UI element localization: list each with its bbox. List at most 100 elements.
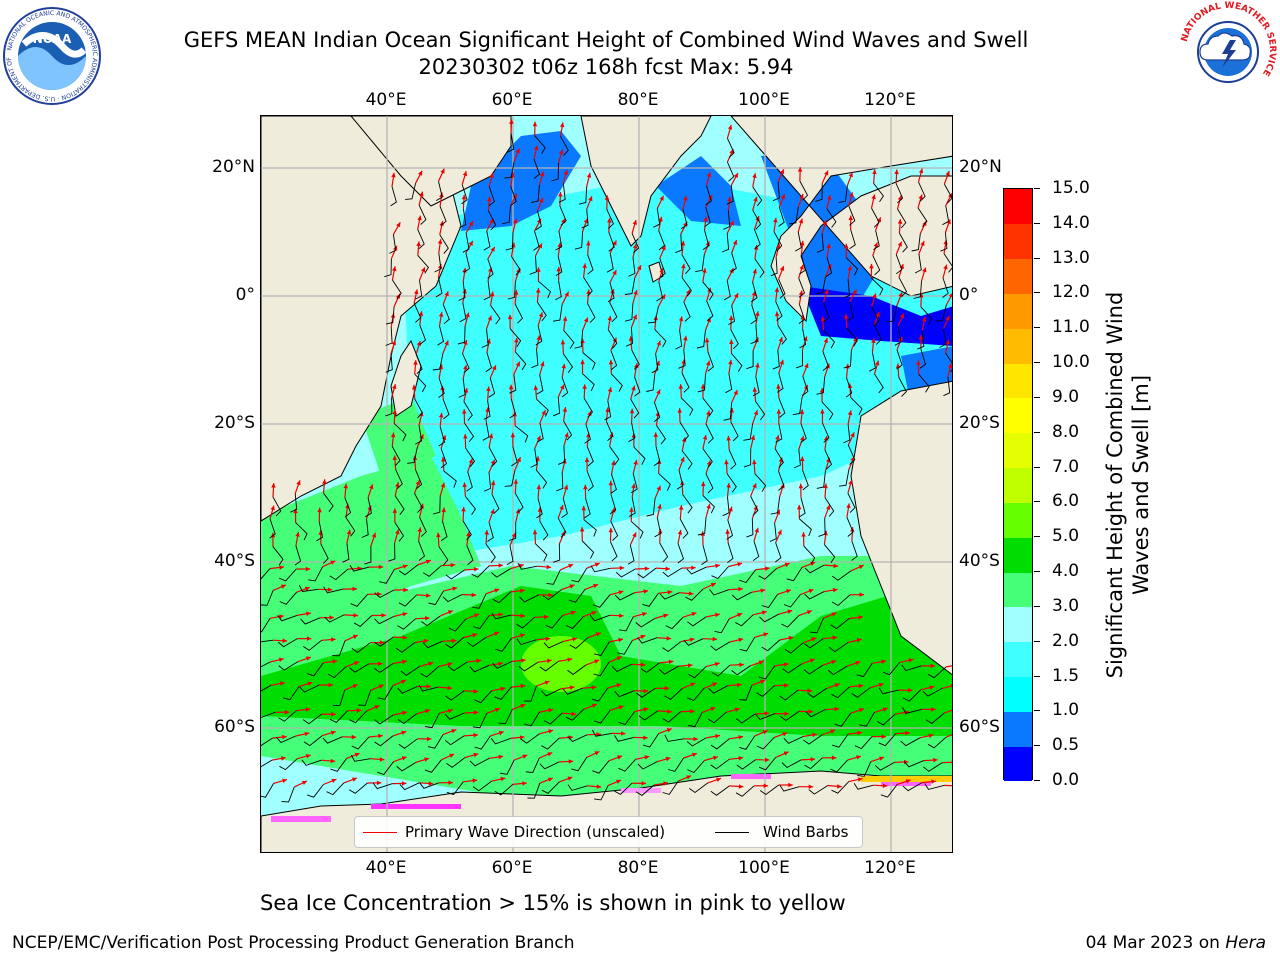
wave-arrow-head	[807, 688, 813, 693]
wind-barb	[261, 783, 274, 798]
wind-barb	[553, 304, 563, 322]
wind-barb	[584, 423, 591, 444]
wind-barb	[743, 423, 754, 441]
wind-barb	[687, 688, 705, 702]
wave-arrow-head	[270, 505, 275, 511]
wind-barb	[824, 497, 835, 517]
wind-barb	[516, 638, 537, 646]
wave-arrow-head	[492, 365, 497, 371]
wind-barb	[739, 569, 757, 584]
wind-barb	[458, 281, 466, 301]
wave-arrow-head	[548, 708, 554, 713]
wind-barb	[524, 711, 540, 727]
wind-barb	[397, 713, 417, 725]
lon-label-top: 40°E	[365, 90, 407, 110]
lat-label-right: 40°S	[959, 551, 1000, 571]
wind-barb	[783, 594, 801, 608]
wind-barb	[592, 760, 610, 774]
wind-barb	[422, 565, 442, 577]
wind-barb	[439, 234, 449, 254]
svg-text:NOAA: NOAA	[33, 32, 72, 46]
wave-arrow-head	[377, 591, 382, 597]
wave-arrow-head	[584, 457, 590, 462]
wind-barb	[498, 709, 513, 725]
wave-arrow-head	[508, 384, 514, 390]
wind-barb	[731, 353, 743, 372]
wave-arrow-head	[656, 485, 661, 491]
wind-barb	[483, 230, 491, 251]
wave-arrow-head	[796, 504, 802, 510]
wave-arrow-head	[533, 385, 539, 390]
wind-barb	[349, 710, 367, 724]
wind-barb	[871, 207, 880, 228]
wave-arrow-head	[784, 711, 789, 716]
wave-arrow-head	[908, 658, 914, 663]
wind-barb	[567, 664, 587, 675]
wind-barb	[730, 252, 737, 273]
wind-barb	[400, 666, 420, 676]
wind-barb	[706, 300, 714, 321]
wind-barb	[593, 662, 610, 677]
wind-barb	[446, 757, 466, 768]
wind-barb	[818, 518, 826, 537]
wind-barb	[440, 448, 448, 469]
wave-arrow-head	[611, 460, 616, 466]
wind-barb	[815, 276, 826, 295]
wave-arrow-head	[439, 221, 444, 226]
wind-barb	[659, 665, 679, 675]
wave-arrow-head	[847, 383, 853, 388]
wind-barb	[392, 279, 402, 300]
wave-arrow-head	[724, 459, 729, 465]
wind-barb	[610, 373, 623, 392]
wave-arrow-head	[569, 685, 575, 690]
wind-barb	[565, 708, 585, 721]
wind-barb	[687, 616, 707, 627]
wave-arrow-head	[539, 171, 545, 177]
wave-arrow-head	[391, 340, 397, 346]
wind-barb	[871, 306, 880, 327]
wave-arrow-head	[706, 172, 712, 178]
wave-arrow-head	[801, 532, 806, 537]
wave-arrow-head	[710, 706, 716, 712]
wind-barb	[574, 231, 584, 250]
wave-arrow-head	[633, 459, 638, 465]
wind-barb	[388, 542, 396, 562]
wind-barb	[558, 445, 566, 465]
wind-barb	[758, 757, 777, 771]
wave-arrow-head	[619, 565, 625, 571]
wave-arrow-head	[776, 243, 781, 249]
wave-arrow-head	[928, 733, 934, 738]
wave-arrow-head	[738, 586, 743, 592]
wind-barb	[487, 258, 494, 279]
wind-barb	[728, 449, 737, 470]
wave-arrow-head	[489, 218, 494, 224]
wind-barb	[675, 234, 683, 254]
wave-arrow-head	[441, 456, 446, 462]
wind-barb	[397, 618, 416, 630]
wave-arrow-head	[872, 169, 877, 175]
wind-barb	[781, 759, 802, 769]
wave-arrow-head	[799, 409, 805, 415]
wave-arrow-head	[727, 196, 732, 202]
wind-barb	[525, 757, 540, 773]
wind-barb	[398, 564, 418, 576]
wave-arrow-head	[474, 613, 479, 618]
colorbar-tick	[1034, 292, 1040, 294]
wave-arrow-head	[641, 781, 646, 786]
wind-barb	[702, 281, 714, 301]
wave-arrow-head	[463, 433, 468, 439]
wind-barb	[723, 280, 731, 301]
wave-arrow-head	[879, 756, 885, 761]
wave-arrow-head	[929, 685, 935, 690]
wind-barb	[695, 254, 705, 273]
wave-arrow-head	[352, 634, 358, 639]
wind-barb	[422, 640, 443, 649]
wave-arrow-head	[564, 432, 569, 438]
wind-barb	[676, 469, 684, 490]
wave-arrow-head	[783, 662, 789, 667]
wind-barb	[705, 473, 714, 494]
wave-arrow-head	[569, 584, 575, 589]
wind-barb	[435, 181, 443, 201]
wave-arrow-head	[605, 407, 610, 413]
wind-barb	[351, 754, 371, 762]
